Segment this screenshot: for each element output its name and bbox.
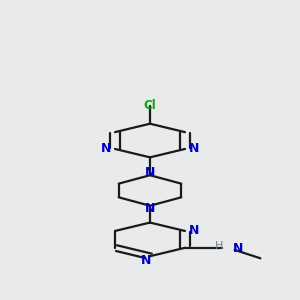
Text: Cl: Cl <box>144 99 156 112</box>
Text: N: N <box>141 254 152 267</box>
Text: N: N <box>189 142 200 155</box>
Text: N: N <box>189 224 200 238</box>
Text: H: H <box>214 241 223 251</box>
Text: N: N <box>233 242 244 255</box>
Text: N: N <box>100 142 111 155</box>
Text: N: N <box>145 202 155 215</box>
Text: N: N <box>145 166 155 178</box>
